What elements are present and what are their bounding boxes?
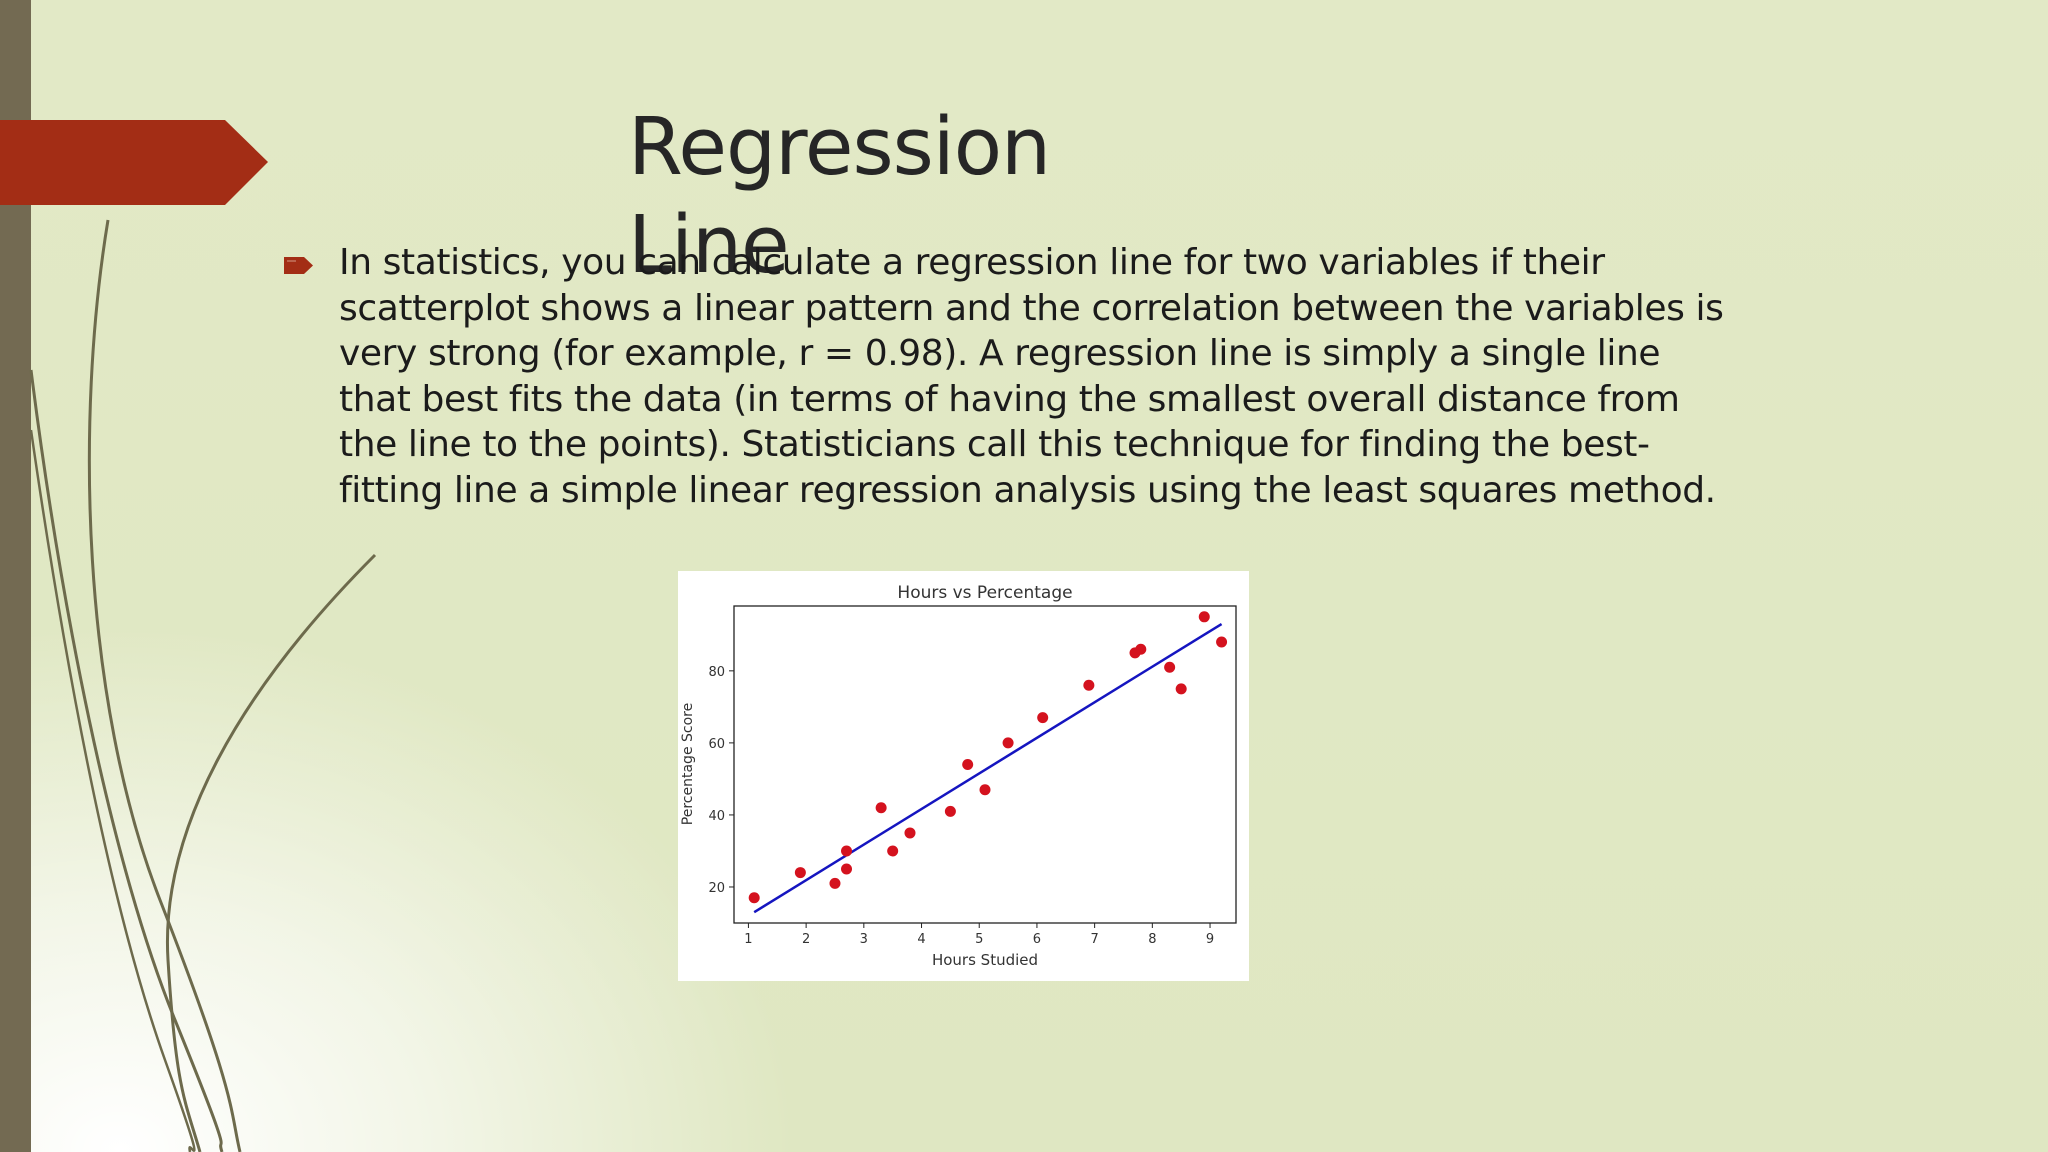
- y-tick-label: 40: [708, 809, 725, 824]
- data-point: [875, 802, 887, 814]
- bullet-paragraph: In statistics, you can calculate a regre…: [339, 242, 1724, 511]
- x-tick-label: 7: [1090, 932, 1098, 947]
- data-point: [1002, 737, 1014, 749]
- regression-line: [753, 622, 1223, 914]
- x-axis-label: Hours Studied: [932, 951, 1038, 969]
- title-banner: [0, 120, 268, 205]
- x-tick-label: 5: [975, 932, 983, 947]
- arrow-tag-bullet-icon: [284, 257, 313, 274]
- y-tick-label: 60: [708, 737, 725, 752]
- data-point: [944, 805, 956, 817]
- data-point: [748, 892, 760, 904]
- data-point: [1037, 712, 1049, 724]
- x-tick-label: 9: [1206, 932, 1214, 947]
- y-tick-label: 80: [708, 665, 725, 680]
- data-point: [829, 877, 841, 889]
- decorative-curves: [29, 219, 377, 1152]
- x-tick-label: 8: [1148, 932, 1156, 947]
- data-point: [1198, 611, 1210, 623]
- data-point: [841, 863, 853, 875]
- data-point: [841, 845, 853, 857]
- x-tick-label: 4: [917, 932, 925, 947]
- data-points: [748, 611, 1228, 904]
- x-tick-label: 2: [802, 932, 810, 947]
- axis-ticks: 1 2 3 4 5 6 7 8 9 20 40 60 80: [708, 665, 1214, 947]
- data-point: [1164, 661, 1176, 673]
- data-point: [794, 867, 806, 879]
- slide-title: Regression Line: [628, 101, 1051, 291]
- y-tick-label: 20: [708, 881, 725, 896]
- scatter-chart: Hours vs Percentage 1 2 3 4 5 6 7 8 9 20 40 60 80 Ho…: [680, 583, 1237, 969]
- data-point: [1135, 643, 1147, 655]
- y-axis-label: Percentage Score: [680, 703, 696, 825]
- data-point: [904, 827, 916, 839]
- plot-area: [733, 605, 1237, 924]
- data-point: [1083, 679, 1095, 691]
- scatter-chart-figure: Hours vs Percentage 1 2 3 4 5 6 7 8 9 20 40 60 80 Ho…: [678, 571, 1249, 981]
- data-point: [887, 845, 899, 857]
- chart-title: Hours vs Percentage: [897, 583, 1072, 603]
- data-point: [1175, 683, 1187, 695]
- x-tick-label: 3: [860, 932, 868, 947]
- data-point: [962, 759, 974, 770]
- data-point: [979, 784, 991, 796]
- x-tick-label: 6: [1033, 932, 1041, 947]
- data-point: [1216, 636, 1228, 648]
- x-tick-label: 1: [744, 932, 752, 947]
